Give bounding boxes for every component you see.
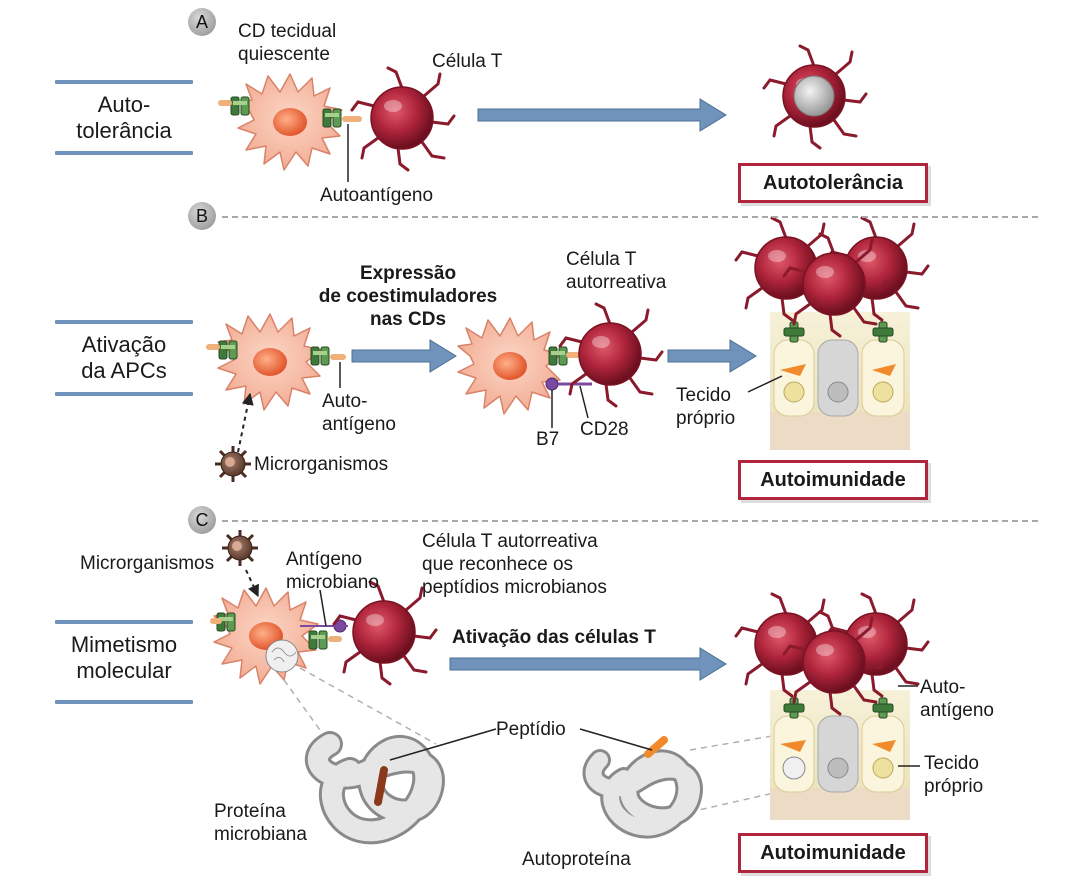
panel-b-tissue-label: Tecido próprio [676,385,736,429]
divider-b [222,216,1038,218]
panel-b-row-label: Ativação da APCs [81,332,167,383]
panel-c-badge: C [188,506,216,534]
panel-b-badge: B [188,202,216,230]
panel-a-badge: A [188,8,216,36]
panel-c-tcell-label: Célula T autorreativa que reconhece os p… [422,531,607,598]
panel-c-outcome: Autoimunidade [738,833,928,873]
panel-a-graphics [218,44,868,182]
panel-c-row-label: Mimetismo molecular [70,632,178,683]
panel-a-antigen-label: Autoantígeno [320,185,434,206]
panel-b-graphics [206,216,930,484]
panel-b-rowbar-top [55,320,193,324]
panel-b-microbe-label: Microrganismos [254,454,389,475]
panel-a-rowbar-bottom [55,151,193,155]
panel-a-rowbar-top [55,80,193,84]
panel-a-outcome: Autotolerância [738,163,928,203]
panel-a-row-label: Auto- tolerância [76,92,172,143]
panel-b-antigen-label: Auto- antígeno [322,391,396,435]
panel-b-rowbar-bottom [55,392,193,396]
panel-a-tcell-label: Célula T [432,51,503,72]
panel-b-b7-label: B7 [536,429,560,450]
panel-b-tcell-label: Célula T autorreativa [566,249,667,293]
panel-a-dc-label: CD tecidual quiescente [238,21,337,65]
panel-b-cd28-label: CD28 [580,419,629,440]
panel-c-microbial-protein-label: Proteína microbiana [214,801,307,845]
divider-c [222,520,1038,522]
panel-c-microbial-antigen-label: Antígeno microbiano [286,549,379,593]
panel-c-self-protein-label: Autoproteína [522,849,631,870]
panel-b-outcome: Autoimunidade [738,460,928,500]
panel-c-rowbar-bottom [55,700,193,704]
panel-c-peptide-label: Peptídio [496,719,566,740]
panel-c-rowbar-top [55,620,193,624]
panel-c-tissue-label: Tecido próprio [924,753,984,797]
panel-c-graphics [210,528,930,845]
panel-c-autoantigen-label: Auto- antígeno [920,677,994,721]
panel-b-arrow-label: Expressão de coestimuladores nas CDs [318,263,498,330]
panel-c-microbe-label: Microrganismos [80,553,215,574]
panel-c-arrow-label: Ativação das células T [452,627,656,648]
